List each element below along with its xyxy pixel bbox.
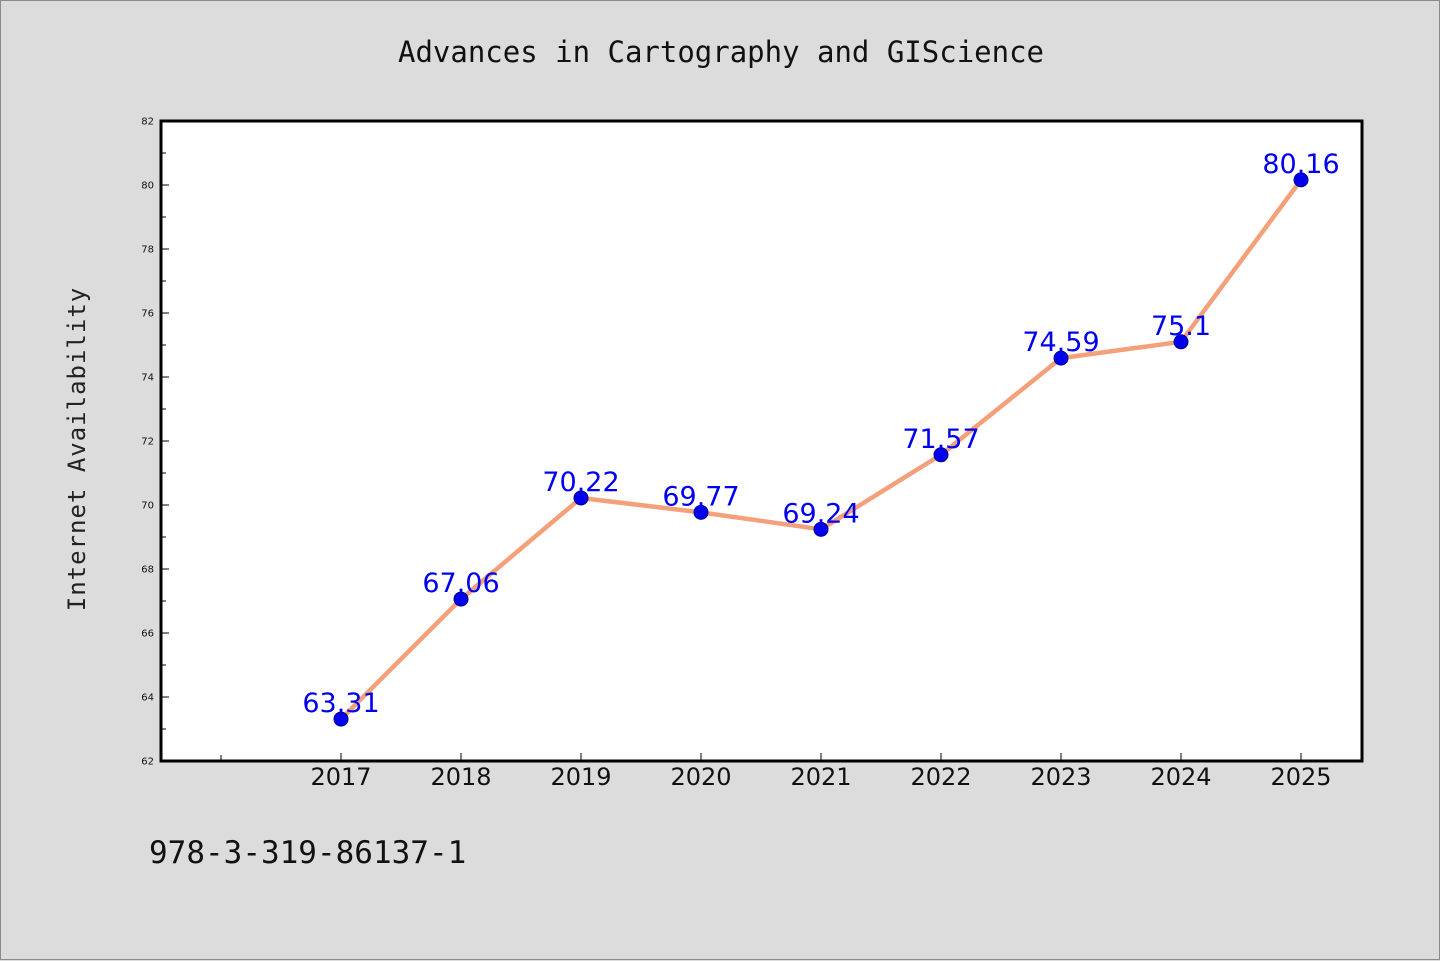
y-axis: 62 64 66 68 70 72 74 76 78 80 82 [141,117,169,768]
data-point [1293,172,1309,188]
data-label-group: 63.31 67.06 70.22 69.77 69.24 71.57 74.59 75.1 8… [302,149,1339,719]
plot-area [159,119,1364,763]
data-label: 69.77 [662,481,739,512]
x-axis: 2017 2018 2019 2020 2021 2022 2023 2024 2025 [220,753,1332,791]
x-tick-label: 2022 [910,763,971,791]
data-label: 67.06 [422,568,499,599]
x-tick-label: 2019 [550,763,611,791]
data-label: 80.16 [1262,149,1339,180]
y-tick-label: 66 [141,629,154,640]
data-label: 74.59 [1022,327,1099,358]
y-tick-label: 80 [141,181,154,192]
y-tick-label: 74 [141,373,154,384]
data-label: 75.1 [1151,311,1211,342]
data-point-group [333,172,1309,727]
y-tick-label: 82 [141,117,154,128]
data-point [933,447,949,463]
data-point [453,591,469,607]
data-point [573,490,589,506]
data-point [1053,350,1069,366]
x-tick-label: 2021 [790,763,851,791]
y-tick-label: 76 [141,309,154,320]
y-tick-label: 70 [141,501,154,512]
y-tick-label: 78 [141,245,154,256]
data-label: 71.57 [902,424,979,455]
y-tick-label: 64 [141,693,154,704]
data-label: 69.24 [782,498,859,529]
x-tick-label: 2023 [1030,763,1091,791]
y-tick-label: 62 [141,757,154,768]
data-point [333,711,349,727]
x-tick-label: 2018 [430,763,491,791]
data-label: 63.31 [302,688,379,719]
x-tick-label: 2024 [1150,763,1211,791]
data-label: 70.22 [542,467,619,498]
x-tick-label: 2017 [310,763,371,791]
chart-title: Advances in Cartography and GIScience [397,35,1044,69]
data-point [813,521,829,537]
data-point [1173,334,1189,350]
footer-code: 978-3-319-86137-1 [149,835,467,871]
y-tick-label: 68 [141,565,154,576]
x-tick-label: 2020 [670,763,731,791]
x-tick-label: 2025 [1270,763,1331,791]
y-tick-label: 72 [141,437,154,448]
data-point [693,504,709,520]
